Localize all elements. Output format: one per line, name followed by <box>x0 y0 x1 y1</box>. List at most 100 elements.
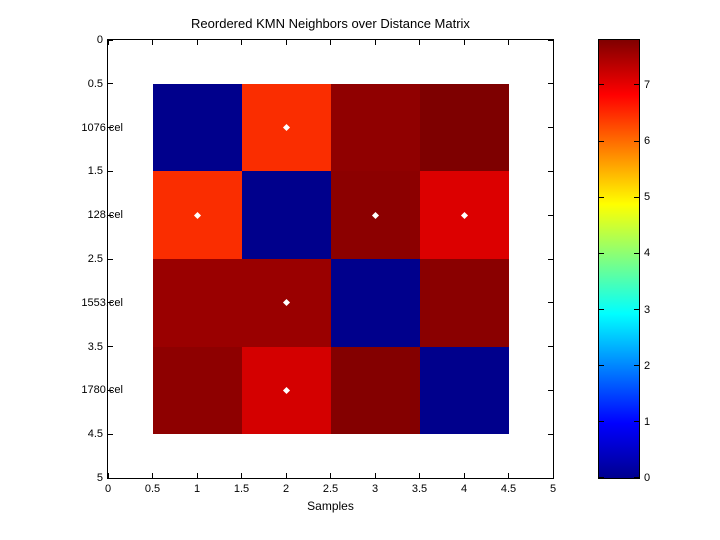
colorbar-tick-mark <box>599 365 604 367</box>
y-tick-mark <box>108 258 113 260</box>
x-tick-mark <box>552 40 554 45</box>
x-tick-label: 2 <box>282 483 290 495</box>
heatmap-cell <box>330 259 420 347</box>
x-tick-label: 0 <box>104 483 112 495</box>
colorbar-tick-label: 6 <box>644 135 651 148</box>
y-tick-mark <box>548 389 553 391</box>
y-tick-mark <box>548 477 553 479</box>
x-tick-label: 1 <box>193 483 201 495</box>
y-tick-mark <box>108 170 113 172</box>
colorbar-tick-mark <box>599 140 604 142</box>
y-tick-label: 2.5 <box>87 253 103 265</box>
y-tick-label: 0.5 <box>87 77 103 90</box>
x-tick-label: 4 <box>460 483 468 495</box>
x-tick-mark <box>285 40 287 45</box>
chart-title: Reordered KMN Neighbors over Distance Ma… <box>191 16 470 31</box>
y-tick-label: 0 <box>96 34 103 46</box>
heatmap-cell <box>241 171 331 259</box>
heatmap-cell <box>419 83 509 172</box>
x-tick-mark <box>508 40 509 45</box>
y-tick-mark <box>548 83 553 85</box>
colorbar-tick-mark <box>599 196 604 198</box>
x-tick-label: 4.5 <box>500 483 517 495</box>
colorbar-tick-mark <box>634 140 639 142</box>
heatmap-cell <box>419 259 509 347</box>
y-tick-mark <box>108 127 113 129</box>
x-tick-mark <box>463 473 465 478</box>
x-tick-mark <box>463 40 465 45</box>
x-tick-mark <box>374 473 376 478</box>
colorbar-tick-label: 2 <box>644 359 651 372</box>
heatmap-cell <box>330 83 420 172</box>
x-tick-mark <box>419 40 420 45</box>
y-tick-mark <box>548 433 553 435</box>
y-tick-mark <box>108 477 113 479</box>
colorbar-tick-mark <box>599 477 604 478</box>
y-tick-mark <box>108 302 113 304</box>
y-tick-label: 3.5 <box>87 340 103 353</box>
colorbar-tick-mark <box>634 84 639 86</box>
colorbar-tick-mark <box>599 84 604 86</box>
x-tick-label: 1.5 <box>233 483 250 495</box>
colorbar-tick-mark <box>634 196 639 198</box>
y-tick-mark <box>548 39 553 41</box>
heatmap-cell <box>330 346 420 435</box>
x-tick-mark <box>419 473 420 478</box>
x-tick-label: 5 <box>549 483 557 495</box>
x-tick-label: 3.5 <box>411 483 428 495</box>
heatmap-cell <box>152 83 242 172</box>
y-tick-mark <box>548 127 553 129</box>
colorbar-tick-label: 0 <box>644 472 651 484</box>
colorbar <box>598 39 640 479</box>
x-tick-mark <box>330 473 331 478</box>
y-tick-mark <box>108 39 113 41</box>
x-tick-label: 2.5 <box>322 483 339 495</box>
colorbar-tick-mark <box>634 309 639 311</box>
colorbar-tick-mark <box>634 477 639 478</box>
colorbar-tick-label: 7 <box>644 78 651 91</box>
x-tick-mark <box>107 473 109 478</box>
x-tick-mark <box>152 473 153 478</box>
heatmap-cell <box>419 346 509 435</box>
heatmap-cell <box>152 346 242 435</box>
colorbar-tick-mark <box>599 309 604 311</box>
y-tick-mark <box>108 389 113 391</box>
x-tick-mark <box>241 40 242 45</box>
x-tick-label: 3 <box>371 483 379 495</box>
y-tick-mark <box>548 302 553 304</box>
x-tick-mark <box>196 40 198 45</box>
plot-area <box>107 39 554 479</box>
y-tick-mark <box>108 346 113 348</box>
x-tick-mark <box>552 473 554 478</box>
colorbar-tick-mark <box>599 421 604 423</box>
x-tick-mark <box>508 473 509 478</box>
y-tick-label: 1.5 <box>87 165 103 178</box>
y-tick-label: 5 <box>96 472 103 484</box>
y-tick-label: 4.5 <box>87 428 103 441</box>
y-tick-mark <box>548 346 553 348</box>
sample-row-label: 1553.cel <box>81 296 123 309</box>
sample-row-label: 128.cel <box>87 209 123 222</box>
y-tick-mark <box>108 214 113 216</box>
y-tick-mark <box>108 83 113 85</box>
x-tick-mark <box>196 473 198 478</box>
x-tick-label: 0.5 <box>144 483 161 495</box>
colorbar-tick-mark <box>634 421 639 423</box>
x-axis-label: Samples <box>307 499 354 513</box>
x-tick-mark <box>107 40 109 45</box>
colorbar-tick-label: 1 <box>644 415 651 428</box>
x-tick-mark <box>330 40 331 45</box>
y-tick-mark <box>548 170 553 172</box>
colorbar-tick-label: 5 <box>644 191 651 204</box>
y-tick-mark <box>108 433 113 435</box>
sample-row-label: 1076.cel <box>81 121 123 134</box>
colorbar-tick-label: 4 <box>644 247 651 260</box>
x-tick-mark <box>152 40 153 45</box>
heatmap-cell <box>152 259 242 347</box>
x-tick-mark <box>241 473 242 478</box>
colorbar-tick-mark <box>599 252 604 254</box>
x-tick-mark <box>285 473 287 478</box>
colorbar-tick-mark <box>634 365 639 367</box>
y-tick-mark <box>548 258 553 260</box>
